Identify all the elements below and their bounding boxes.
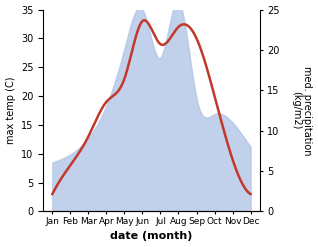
- Y-axis label: max temp (C): max temp (C): [5, 77, 16, 144]
- X-axis label: date (month): date (month): [110, 231, 193, 242]
- Y-axis label: med. precipitation
(kg/m2): med. precipitation (kg/m2): [291, 66, 313, 155]
